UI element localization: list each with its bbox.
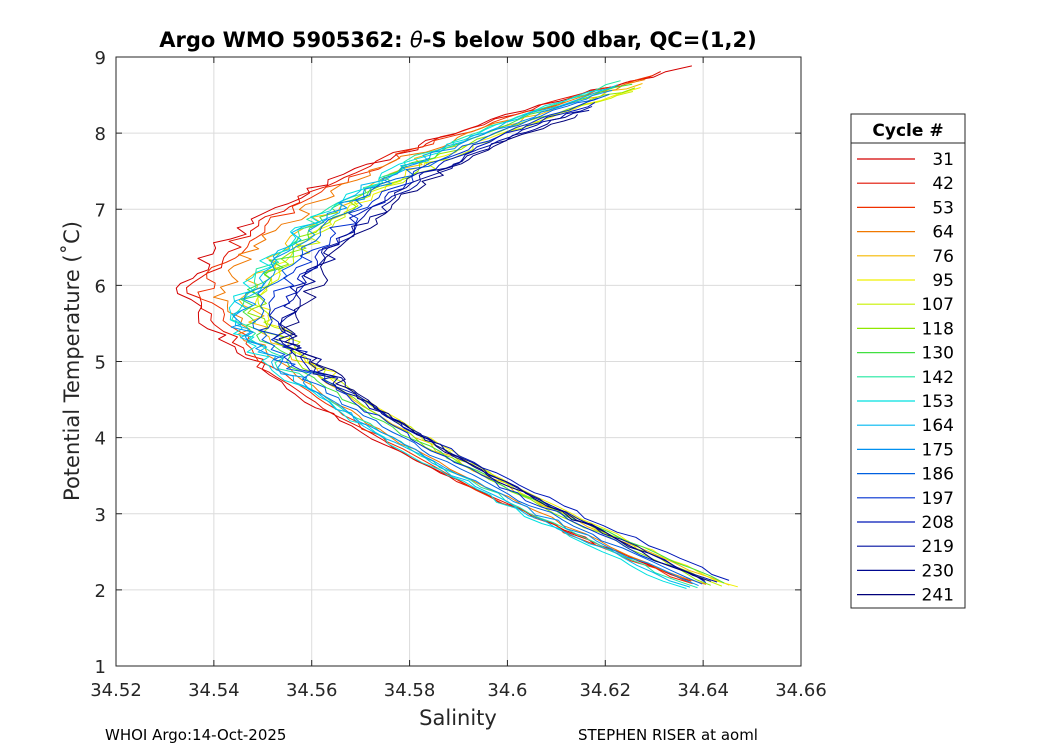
x-tick-label: 34.56 <box>286 680 338 701</box>
profile-line-cycle-241 <box>281 114 705 582</box>
profile-line-cycle-153 <box>228 84 687 589</box>
x-tick-label: 34.64 <box>677 680 729 701</box>
y-tick-label: 8 <box>95 124 106 145</box>
y-axis-label: Potential Temperature (˚C) <box>60 221 84 501</box>
legend-label-197: 197 <box>922 489 954 509</box>
legend-label-130: 130 <box>922 344 954 364</box>
legend-label-219: 219 <box>922 537 954 557</box>
legend-label-208: 208 <box>922 513 954 533</box>
y-tick-label: 4 <box>95 429 106 450</box>
y-tick-label: 2 <box>95 581 106 602</box>
x-tick-label: 34.54 <box>188 680 240 701</box>
legend-label-31: 31 <box>932 150 954 170</box>
x-tick-label: 34.66 <box>775 680 827 701</box>
chart-title: Argo WMO 5905362: θ-S below 500 dbar, QC… <box>159 28 756 52</box>
y-tick-label: 5 <box>95 353 106 374</box>
profile-lines <box>175 65 738 589</box>
legend-items: 31 42 53 64 76 95 107 118 130 142 153 164 175 186 197 2… <box>857 150 954 606</box>
legend-box <box>850 113 966 609</box>
x-axis-label: Salinity <box>419 706 497 730</box>
legend-label-53: 53 <box>932 198 954 218</box>
y-tick-label: 6 <box>95 276 106 297</box>
profile-line-cycle-175 <box>230 89 699 587</box>
y-tick-label: 3 <box>95 505 106 526</box>
profile-line-cycle-219 <box>273 105 718 583</box>
y-tick-label: 1 <box>95 657 106 678</box>
y-tick-label: 7 <box>95 200 106 221</box>
footer-credit-right: STEPHEN RISER at aoml <box>578 726 758 744</box>
profile-line-cycle-53 <box>197 75 693 585</box>
profile-line-cycle-76 <box>238 83 730 586</box>
legend-label-241: 241 <box>922 586 954 606</box>
legend-label-118: 118 <box>922 319 954 339</box>
profile-line-cycle-130 <box>240 83 725 584</box>
grid-lines <box>116 57 801 666</box>
profile-line-cycle-95 <box>254 87 738 588</box>
legend-title: Cycle # <box>872 121 943 141</box>
profile-line-cycle-142 <box>231 80 698 589</box>
profile-line-cycle-107 <box>257 91 723 587</box>
legend-label-153: 153 <box>922 392 954 412</box>
x-tick-label: 34.62 <box>580 680 632 701</box>
legend-label-142: 142 <box>922 368 954 388</box>
legend-label-42: 42 <box>932 174 954 194</box>
footer-credit-left: WHOI Argo:14-Oct-2025 <box>105 726 286 744</box>
profile-line-cycle-230 <box>278 109 712 582</box>
legend-label-175: 175 <box>922 440 954 460</box>
legend-label-164: 164 <box>922 416 954 436</box>
x-tick-label: 34.58 <box>384 680 436 701</box>
profile-line-cycle-197 <box>258 97 707 584</box>
y-axis: 1 2 3 4 5 6 7 8 9 <box>95 48 801 678</box>
profile-line-cycle-208 <box>269 101 730 581</box>
profile-line-cycle-186 <box>252 93 703 585</box>
legend-label-76: 76 <box>932 247 954 267</box>
legend-label-95: 95 <box>932 271 954 291</box>
legend-label-186: 186 <box>922 465 954 485</box>
legend-label-64: 64 <box>932 223 954 243</box>
x-tick-label: 34.6 <box>487 680 527 701</box>
profile-line-cycle-118 <box>247 87 711 586</box>
profile-line-cycle-31 <box>175 65 693 582</box>
x-tick-label: 34.52 <box>90 680 142 701</box>
x-axis: 34.52 34.54 34.56 34.58 34.6 34.62 34.64 34.66 <box>90 57 827 701</box>
legend-label-107: 107 <box>922 295 954 315</box>
y-tick-label: 9 <box>95 48 106 69</box>
legend-label-230: 230 <box>922 561 954 581</box>
legend: Cycle # 31 42 53 64 76 95 107 118 130 142 153 164 17… <box>850 113 966 609</box>
